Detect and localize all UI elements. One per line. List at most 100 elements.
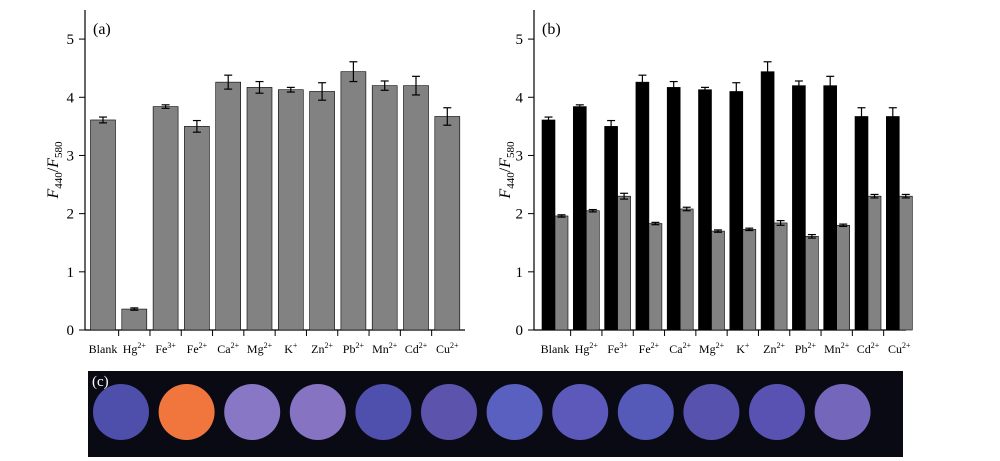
panel-b-chart: (b) 0 1 2 3 4 5 Blank Hg2+ Fe3+ Fe2+ Ca2+ Mg2+ K+ Zn… (497, 10, 913, 356)
panel-a-chart: (a) 0 1 2 3 4 5 Blank Hg2+ Fe3+ Fe2+ Ca2+ Mg2+ K+ Zn… (45, 10, 465, 356)
panel-b-bar (604, 126, 618, 331)
sample-well (421, 384, 477, 440)
panel-b-ylabel-num: 440 (505, 172, 517, 189)
panel-b-y-axis-title: F440/F580 (497, 141, 517, 200)
panel-a-x-tick-label: Pb2+ (343, 341, 365, 356)
panel-b-ylabel-slash: / (497, 167, 514, 172)
panel-b-bar (823, 85, 838, 331)
panel-a-x-tick-label: Mn2+ (372, 341, 398, 356)
panel-b-bar (867, 195, 882, 331)
panel-a-y-axis-title: F440/F580 (45, 141, 65, 200)
panel-b-y-tick-label: 5 (516, 32, 524, 48)
panel-b-bar (698, 89, 712, 331)
panel-b-ylabel-f2: F (497, 158, 514, 169)
panel-b-bar (585, 210, 600, 331)
panel-b-bar (854, 116, 869, 331)
panel-b-bar (617, 195, 631, 331)
panel-a-bar (309, 91, 335, 331)
panel-a-x-tick-label: Hg2+ (123, 341, 147, 356)
panel-b-y-tick-label: 2 (516, 207, 524, 223)
sample-well (552, 384, 609, 440)
panel-b-x-tick-label: Cd2+ (857, 341, 880, 356)
panel-a-bar (121, 308, 148, 331)
panel-a-x-tick-label: Mg2+ (247, 341, 273, 356)
panel-a-y-ticks: 0 1 2 3 4 5 (67, 32, 85, 339)
panel-a-x-tick-label: Zn2+ (311, 341, 333, 356)
panel-b-y-tick-label: 3 (516, 148, 524, 164)
panel-b-bar (679, 208, 694, 331)
sample-well (683, 384, 740, 440)
panel-a-x-tick-label: Blank (89, 342, 118, 356)
panel-b-ylabel-f1: F (497, 189, 514, 200)
panel-b-x-tick-label: Fe2+ (639, 341, 660, 356)
panel-a-bar (152, 106, 179, 331)
panel-b-bar (885, 116, 900, 331)
panel-a-x-tick-label: Ca2+ (217, 341, 239, 356)
panel-a-bar (434, 116, 461, 331)
panel-a-bar (184, 126, 210, 331)
panel-b-bar (898, 195, 913, 331)
panel-a-ylabel-f1: F (45, 189, 62, 200)
panel-a-bar (277, 89, 304, 331)
panel-a-x-ticks: Blank Hg2+ Fe3+ Fe2+ Ca2+ Mg2+ K+ Zn2+ Pb2+ Mn2+ C… (89, 330, 459, 356)
panel-b-bar (773, 222, 788, 331)
panel-b-bar (666, 87, 681, 331)
panel-a-bar (90, 119, 116, 331)
panel-a-bars (90, 61, 461, 331)
panel-b-bar (711, 230, 725, 331)
panel-a-y-tick-label: 5 (67, 32, 75, 48)
panel-b-bar (792, 85, 806, 331)
panel-b-x-tick-label: Ca2+ (669, 341, 691, 356)
panel-b-bar (805, 236, 819, 331)
panel-a-bar (371, 85, 398, 331)
panel-b-x-tick-label: Mn2+ (824, 341, 850, 356)
panel-a-bar (403, 85, 429, 331)
panel-b-x-tick-label: Fe3+ (607, 341, 628, 356)
panel-a-x-tick-label: Fe3+ (155, 341, 176, 356)
panel-b-bar (572, 106, 587, 331)
panel-a-y-tick-label: 0 (67, 323, 75, 339)
panel-a-y-tick-label: 3 (67, 148, 75, 164)
sample-well (289, 384, 346, 440)
panel-b-bar (541, 119, 556, 331)
panel-c-photo: (c) (88, 371, 903, 457)
panel-a-y-tick-label: 4 (67, 90, 75, 106)
sample-well (93, 384, 149, 440)
panel-c-label: (c) (92, 374, 109, 390)
panel-b-x-tick-label: Mg2+ (699, 341, 725, 356)
panel-a-x-tick-label: Cd2+ (405, 341, 428, 356)
sample-well (355, 384, 412, 440)
panel-a-ylabel-num: 440 (53, 172, 65, 189)
sample-well (814, 384, 871, 440)
panel-a-ylabel-den: 580 (53, 141, 65, 158)
panel-b-x-tick-label: K+ (736, 341, 750, 356)
panel-b-x-tick-label: Hg2+ (575, 341, 599, 356)
panel-b-bar (635, 81, 650, 331)
panel-b-label: (b) (542, 21, 561, 38)
sample-wells (93, 384, 871, 440)
panel-b-bar (554, 215, 569, 331)
sample-well (617, 384, 674, 440)
panel-a-bar (246, 87, 273, 331)
panel-b-bar (742, 229, 757, 331)
sample-well (158, 384, 215, 440)
panel-b-y-ticks: 0 1 2 3 4 5 (516, 32, 534, 339)
panel-b-bars (541, 61, 913, 331)
panel-b-x-tick-label: Blank (541, 342, 570, 356)
sample-well (486, 384, 543, 440)
panel-b-bar (836, 224, 851, 331)
panel-a-bar (340, 71, 367, 331)
panel-a-y-tick-label: 1 (67, 265, 75, 281)
panel-b-y-tick-label: 1 (516, 265, 524, 281)
panel-a-y-tick-label: 2 (67, 207, 75, 223)
panel-a-x-tick-label: Cu2+ (436, 341, 459, 356)
panel-a-x-tick-label: Fe2+ (187, 341, 208, 356)
panel-b-y-tick-label: 4 (516, 90, 524, 106)
panel-b-x-tick-label: Zn2+ (763, 341, 785, 356)
panel-b-x-ticks: Blank Hg2+ Fe3+ Fe2+ Ca2+ Mg2+ K+ Zn2+ Pb2+ Mn2+ C… (541, 330, 911, 356)
panel-a-bar (215, 81, 241, 331)
panel-b-y-tick-label: 0 (516, 323, 524, 339)
sample-well (749, 384, 805, 440)
panel-a-label: (a) (93, 21, 111, 38)
